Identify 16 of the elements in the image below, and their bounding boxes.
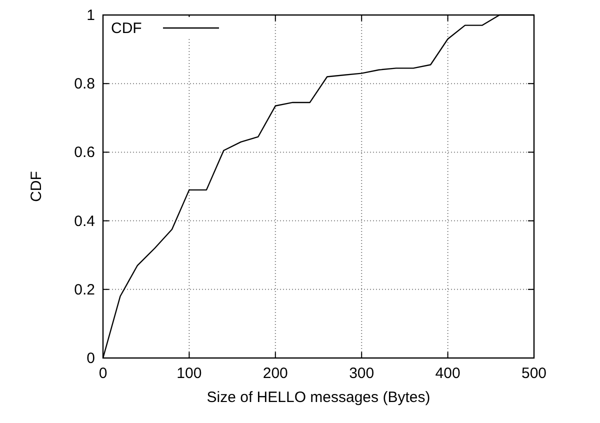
x-tick-label: 400 [435,365,460,382]
x-tick-label: 0 [98,365,108,382]
x-tick-label: 500 [521,365,547,382]
y-tick-label: 0.6 [74,144,95,162]
y-tick-label: 0.8 [74,76,95,93]
line-series [102,14,535,359]
y-tick-label: 0 [86,350,95,367]
y-tick-label: 1 [86,7,95,24]
y-tick-label: 0.4 [74,212,95,230]
x-tick-label: 100 [176,365,202,382]
y-axis-title: CDF [28,171,45,202]
x-axis-title: Size of HELLO messages (Bytes) [206,389,430,406]
legend-label: CDF [111,20,142,37]
y-tick-label: 0.2 [74,281,95,298]
x-tick-label: 300 [349,365,374,382]
x-tick-label: 200 [262,365,288,382]
